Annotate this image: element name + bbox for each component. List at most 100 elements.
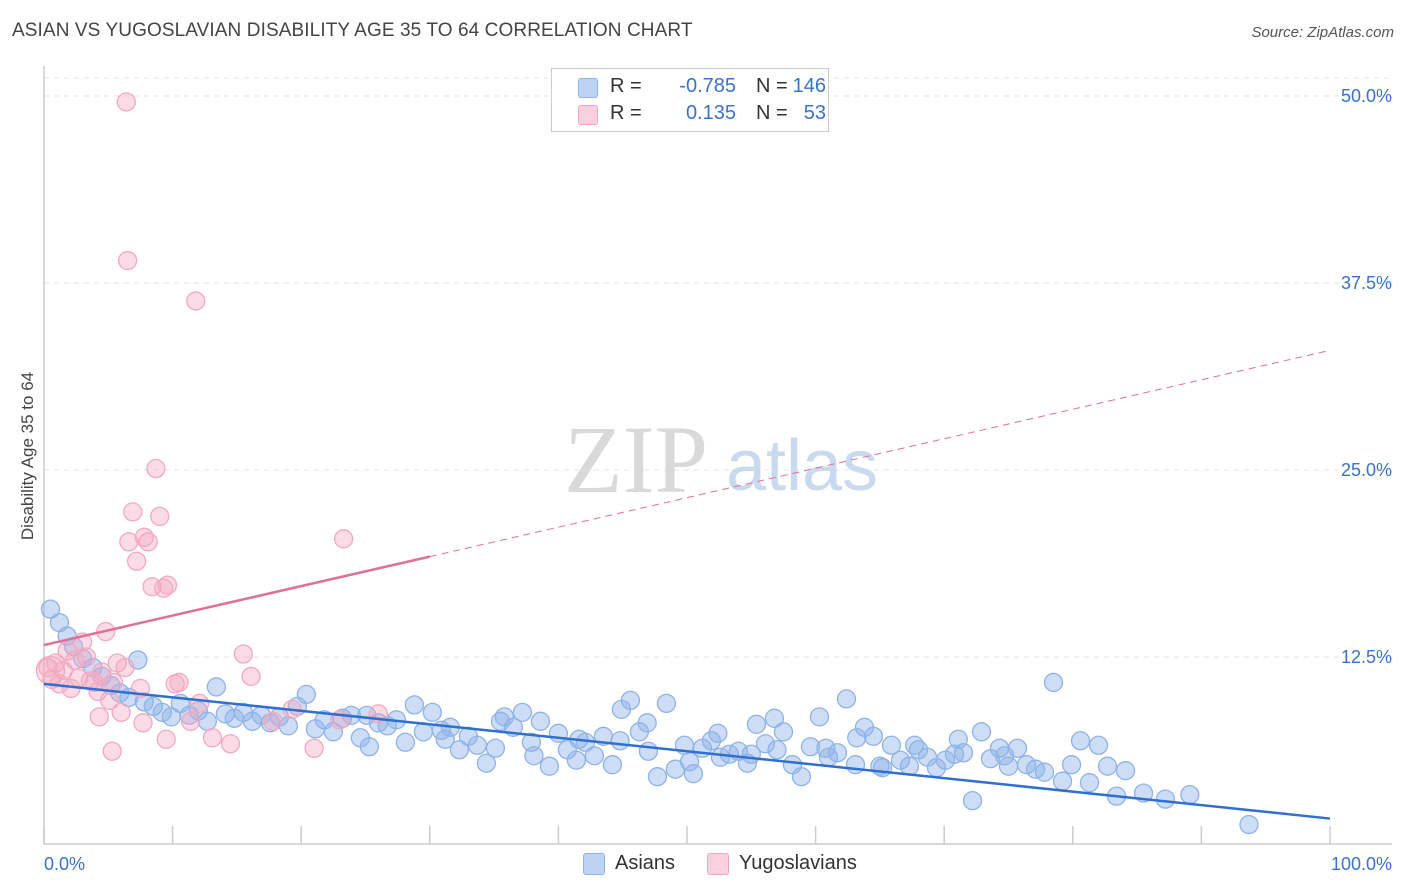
asians-point: [755, 734, 776, 754]
x-tick-label: 100.0%: [1331, 854, 1392, 874]
asians-point: [1052, 771, 1073, 791]
asians-point: [904, 735, 925, 755]
asians-legend-swatch: [583, 853, 605, 875]
tick-labels: 12.5% 25.0% 37.5% 50.0% 0.0% 100.0%: [44, 86, 1392, 874]
asians-point: [679, 752, 700, 772]
asians-point: [467, 735, 488, 755]
n-label: N =: [756, 75, 788, 97]
asians-point: [847, 728, 867, 748]
asians-point: [683, 764, 704, 784]
asians-point: [637, 713, 657, 733]
r-value: -0.785: [679, 75, 736, 97]
yugoslavians-point: [189, 693, 210, 714]
asians-point: [1043, 672, 1064, 693]
source-label: Source: ZipAtlas.com: [1251, 24, 1394, 41]
yugoslavians-point: [65, 650, 85, 670]
asians-point: [512, 702, 533, 723]
asians-point: [1088, 735, 1109, 755]
yugoslavians-point: [35, 655, 66, 686]
yugoslavians-point: [123, 502, 143, 522]
asians-point: [836, 689, 857, 709]
asians-point: [1097, 756, 1118, 776]
r-label: R =: [610, 102, 642, 124]
yugoslavians-point: [76, 647, 97, 667]
asians-point: [764, 708, 785, 728]
axes: [43, 66, 1392, 845]
asians-point: [584, 746, 605, 766]
asians-point: [435, 729, 455, 749]
asians-point: [1115, 761, 1136, 781]
yugoslavians-point: [186, 291, 206, 311]
yugoslavians-point: [117, 250, 138, 271]
watermark: ZIP atlas: [564, 406, 878, 513]
asians-point: [741, 744, 761, 764]
y-tick-label: 50.0%: [1341, 86, 1392, 106]
stats-legend: R = -0.785 N = 146 R = 0.135 N = 53: [551, 68, 829, 132]
asians-point: [638, 741, 659, 761]
yugoslavians-legend-label: Yugoslavians: [739, 852, 857, 874]
asians-point: [404, 695, 425, 715]
yugoslavians-point: [180, 711, 201, 731]
y-tick-label: 25.0%: [1341, 460, 1392, 480]
asians-point: [40, 599, 61, 619]
asians-point: [1155, 789, 1176, 809]
yugoslavians-point: [233, 644, 253, 664]
asians-point: [206, 677, 226, 697]
yugoslavians-trend-dashed: [429, 349, 1331, 558]
asians-point: [1180, 784, 1200, 805]
asians-point: [1034, 762, 1055, 782]
asians-point: [827, 743, 848, 763]
watermark-zip: ZIP: [564, 406, 708, 513]
asians-point: [490, 711, 511, 731]
asians-point: [359, 737, 380, 757]
asians-point: [809, 707, 830, 727]
asians-legend-label: Asians: [615, 852, 676, 874]
trend-lines: [43, 349, 1331, 820]
asians-point: [767, 740, 787, 760]
yugoslavians-point: [89, 707, 109, 727]
yugoslavians-point: [146, 458, 166, 479]
asians-point: [656, 693, 677, 714]
yugoslavians-point: [150, 506, 170, 527]
yugoslavians-point: [304, 738, 324, 758]
asians-point: [1079, 773, 1100, 793]
yugoslavians-point: [103, 672, 124, 693]
asians-point: [791, 767, 812, 787]
yugoslavians-point: [263, 711, 283, 731]
yugoslavians-point: [111, 702, 131, 723]
asians-point: [962, 790, 983, 811]
asians-point: [449, 740, 470, 760]
asians-point: [602, 755, 623, 775]
asians-point: [746, 714, 767, 734]
n-label: N =: [756, 102, 788, 124]
yugoslavians-legend-swatch: [707, 853, 729, 875]
asians-point: [800, 737, 821, 757]
asians-point: [1070, 731, 1091, 751]
asians-point: [881, 735, 902, 755]
yugoslavians-point: [220, 734, 241, 754]
asians-point: [620, 690, 641, 711]
asians-point: [1239, 814, 1259, 835]
yugoslavians-point: [126, 551, 147, 571]
n-value: 146: [792, 75, 826, 97]
asians-point: [395, 732, 416, 752]
asians-point: [610, 731, 630, 751]
asians-point: [773, 722, 794, 742]
data-points: [35, 92, 1259, 835]
asians-point: [1061, 755, 1082, 775]
y-tick-label: 12.5%: [1341, 647, 1392, 667]
r-label: R =: [610, 75, 642, 97]
yugoslavians-point: [138, 532, 158, 552]
yugoslavians-point: [133, 713, 153, 733]
gridlines: [44, 77, 1392, 658]
watermark-atlas: atlas: [726, 426, 878, 506]
yugoslavians-point: [202, 728, 223, 748]
asians-swatch: [578, 78, 598, 98]
n-value: 53: [803, 102, 826, 124]
yugoslavians-trend-solid: [43, 555, 431, 647]
y-axis-label: Disability Age 35 to 64: [18, 371, 37, 541]
asians-point: [948, 729, 968, 749]
asians-point: [971, 722, 992, 742]
asians-point: [566, 750, 587, 770]
